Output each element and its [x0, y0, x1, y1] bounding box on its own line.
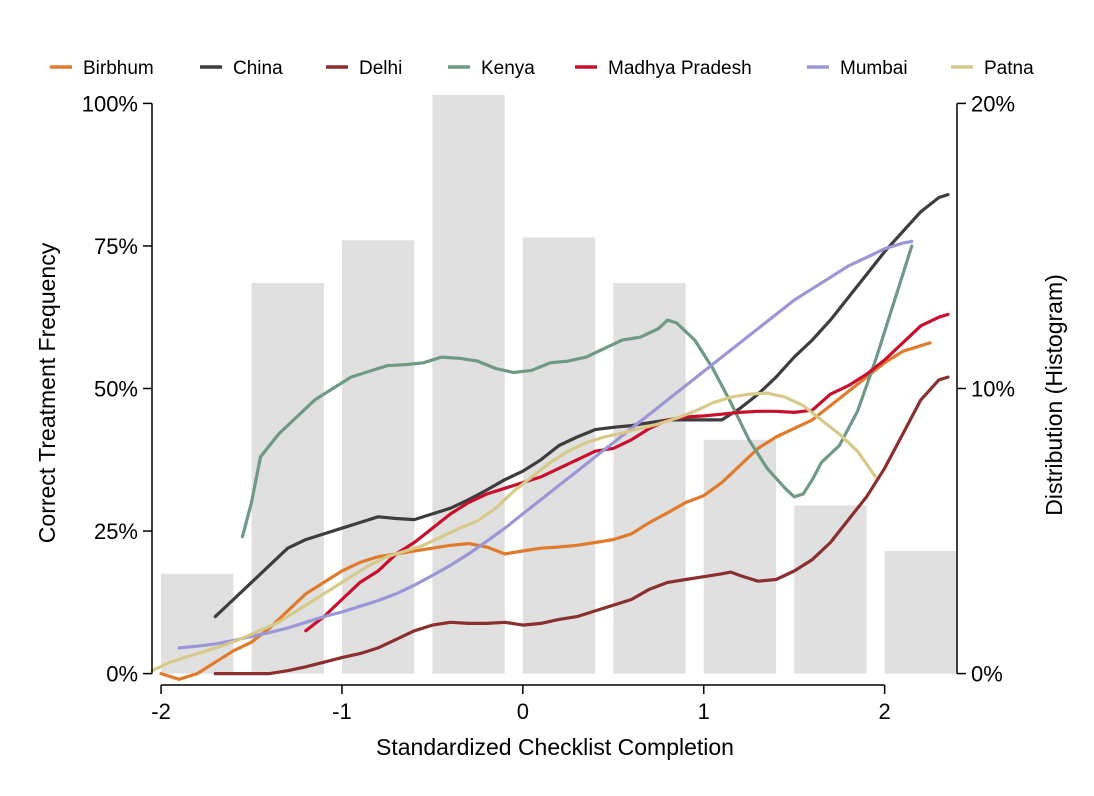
legend-label: Mumbai	[840, 58, 908, 79]
y-tick-label: 100%	[82, 91, 138, 116]
x-axis-title: Standardized Checklist Completion	[376, 734, 734, 760]
y2-axis-title: Distribution (Histogram)	[1041, 274, 1067, 516]
histogram-bar-6	[613, 283, 686, 674]
series-lines	[150, 193, 950, 681]
legend-label: Birbhum	[83, 58, 154, 79]
legend-label: China	[233, 58, 283, 79]
series-line-mumbai	[177, 239, 914, 650]
x-tick-label: 1	[698, 699, 710, 724]
y-tick-label: 0%	[106, 662, 138, 687]
y2-tick-label: 20%	[971, 91, 1015, 116]
histogram	[161, 94, 957, 674]
y2-tick-label: 0%	[971, 662, 1003, 687]
y-tick-label: 25%	[94, 519, 138, 544]
legend-label: Delhi	[359, 58, 402, 79]
histogram-bar-8	[794, 505, 867, 674]
legend-label: Kenya	[481, 58, 535, 79]
histogram-bar-7	[703, 439, 777, 674]
series-line-patna	[150, 391, 878, 673]
series-line-birbhum	[159, 341, 932, 681]
x-tick-label: 2	[879, 699, 891, 724]
y-tick-label: 75%	[94, 234, 138, 259]
series-line-madhya-pradesh	[304, 312, 950, 633]
y-tick-label: 50%	[94, 377, 138, 402]
series-line-china	[213, 193, 950, 619]
histogram-bar-9	[884, 551, 957, 674]
legend: Birbhum China Delhi Kenya Madhya Pradesh Mumb…	[50, 58, 1034, 79]
legend-label: Patna	[984, 58, 1034, 79]
ticks: 0% 25% 50% 75% 100% 0% 10% 20% -2 -1 0 1 2	[82, 91, 1015, 724]
y2-tick-label: 10%	[971, 377, 1015, 402]
legend-label: Madhya Pradesh	[608, 58, 752, 79]
histogram-bar-2	[251, 283, 324, 674]
y-axis-title: Correct Treatment Frequency	[34, 242, 60, 543]
series-line-kenya	[240, 244, 914, 539]
x-tick-label: 0	[517, 699, 529, 724]
x-tick-label: -1	[332, 699, 352, 724]
x-tick-label: -2	[151, 699, 171, 724]
histogram-bar-4	[432, 94, 505, 674]
series-line-delhi	[213, 375, 950, 676]
